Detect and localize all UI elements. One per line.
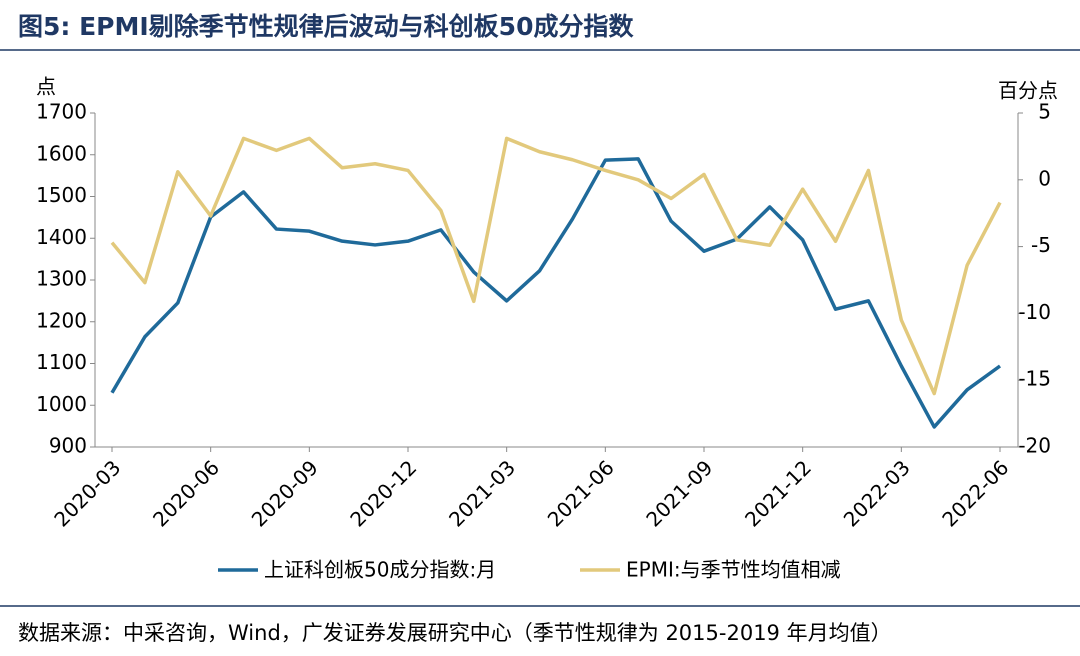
y2-tick-label: -15 (1018, 367, 1051, 391)
y2-tick-label: 5 (1038, 100, 1051, 124)
y2-tick-label: -20 (1018, 434, 1051, 458)
x-tick-label: 2022-03 (839, 455, 915, 531)
y-tick-label: 900 (49, 434, 87, 458)
x-tick-label: 2021-03 (444, 455, 520, 531)
y-tick-label: 1000 (36, 392, 87, 416)
legend-label: EPMI:与季节性均值相减 (626, 558, 841, 582)
series-line (110, 157, 1002, 429)
y-tick-label: 1200 (36, 308, 87, 332)
x-tick-label: 2020-06 (148, 455, 224, 531)
source-note: 数据来源：中采咨询，Wind，广发证券发展研究中心（季节性规律为 2015-20… (18, 621, 892, 645)
x-tick-label: 2021-12 (740, 455, 816, 531)
x-tick-label: 2022-06 (937, 455, 1013, 531)
x-tick-label: 2020-09 (247, 455, 323, 531)
series-line (110, 136, 1002, 396)
chart-title: 图5: EPMI剔除季节性规律后波动与科创板50成分指数 (18, 12, 634, 41)
x-tick-label: 2021-09 (641, 455, 717, 531)
y-tick-label: 1500 (36, 183, 87, 207)
y2-tick-label: -5 (1031, 233, 1051, 257)
y-tick-label: 1400 (36, 225, 87, 249)
x-tick-label: 2021-06 (543, 455, 619, 531)
y2-tick-label: -10 (1018, 300, 1051, 324)
y-axis-label: 点 (36, 75, 56, 99)
y-tick-label: 1100 (36, 350, 87, 374)
y-tick-label: 1700 (36, 100, 87, 124)
y-tick-label: 1300 (36, 267, 87, 291)
y2-axis-label: 百分点 (998, 79, 1058, 103)
legend-label: 上证科创板50成分指数:月 (264, 558, 496, 582)
y-tick-label: 1600 (36, 141, 87, 165)
x-tick-label: 2020-03 (49, 455, 125, 531)
y2-tick-label: 0 (1038, 166, 1051, 190)
x-tick-label: 2020-12 (345, 455, 421, 531)
